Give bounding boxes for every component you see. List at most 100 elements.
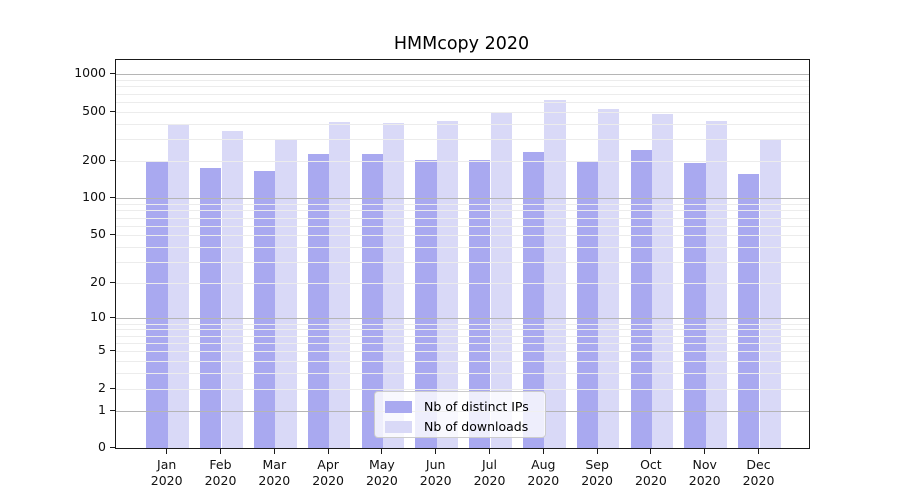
chart-title: HMMcopy 2020 [393,34,530,54]
y-tick [110,110,115,112]
gridline-minor [116,204,809,206]
legend-swatch-downloads [385,420,412,433]
bar-downloads [759,140,781,448]
x-tick [758,449,759,454]
x-tick-label: Jun 2020 [419,457,452,488]
y-tick [110,409,115,411]
bar-distinct-ips [576,161,599,448]
x-tick [166,449,168,454]
gridline-minor [116,210,809,212]
y-tick [110,317,115,319]
gridline-minor [116,335,809,337]
y-tick [110,234,115,236]
bar-downloads [167,124,190,448]
gridline-minor [116,139,809,141]
bar-distinct-ips [146,161,168,448]
gridline-minor [116,247,809,249]
legend-item-downloads: Nb of downloads [375,418,545,435]
x-tick [489,449,490,454]
y-tick-label: 0 [98,439,106,454]
y-tick-label: 200 [82,152,106,168]
legend-swatch-distinct-ips [385,400,412,413]
y-tick-label: 5 [98,342,106,358]
y-tick-label: 1 [98,401,106,417]
x-tick-label: Jul 2020 [473,457,506,488]
gridline-minor [116,161,809,163]
y-tick-label: 10 [90,309,106,325]
gridline-minor [116,262,809,264]
bar-downloads [329,121,351,448]
legend-label-distinct-ips: Nb of distinct IPs [424,399,529,414]
y-tick [110,160,115,162]
bar-downloads [544,100,566,448]
gridline-major [116,198,809,200]
bar-distinct-ips [630,150,652,448]
legend-item-distinct-ips: Nb of distinct IPs [375,398,545,415]
gridline-minor [116,86,809,88]
y-tick [110,447,115,448]
gridline-minor [116,342,809,344]
y-tick [110,73,115,75]
y-tick [110,350,115,352]
x-tick-label: Oct 2020 [634,457,667,488]
bar-distinct-ips [738,173,760,448]
y-tick [110,387,115,389]
gridline-minor [116,351,809,353]
x-tick-label: Sep 2020 [581,457,613,488]
x-tick [435,449,437,454]
bar-downloads [598,109,620,448]
y-tick-label: 2 [98,379,106,395]
y-tick-label: 100 [82,189,106,205]
gridline-minor [116,283,809,285]
bar-distinct-ips [253,170,276,448]
x-tick [327,449,329,454]
bar-distinct-ips [361,153,383,448]
bar-distinct-ips [307,153,330,448]
y-tick [110,197,115,199]
gridline-minor [116,360,809,362]
bar-distinct-ips [469,159,491,448]
bar-downloads [490,112,512,448]
gridline-minor [116,373,809,375]
x-tick [596,449,598,454]
y-tick-label: 50 [90,226,106,242]
gridline-minor [116,323,809,325]
gridline-minor [116,80,809,82]
bar-downloads [275,139,297,448]
gridline-minor [116,123,809,125]
x-tick-label: Aug 2020 [527,457,560,488]
y-tick-label: 1000 [74,65,106,81]
x-tick [650,449,652,454]
x-tick-label: Dec 2020 [742,457,775,488]
x-tick [704,449,706,454]
gridline-minor [116,217,809,219]
gridline-major [116,74,809,76]
y-tick-label: 500 [82,102,106,118]
x-tick-label: May 2020 [365,457,398,488]
gridline-minor [116,329,809,331]
gridline-minor [116,93,809,95]
legend-label-downloads: Nb of downloads [424,419,529,434]
legend: Nb of distinct IPs Nb of downloads [374,391,546,438]
gridline-minor [116,235,809,237]
x-tick [381,449,383,454]
gridline-minor [116,225,809,227]
y-tick-label: 20 [90,274,106,290]
x-tick [273,449,275,454]
x-tick [220,449,221,454]
x-tick-label: Apr 2020 [312,457,344,488]
bar-downloads [651,114,674,448]
x-tick [542,449,544,454]
bar-downloads [221,131,243,448]
bar-distinct-ips [415,159,437,448]
gridline-minor [116,111,809,113]
x-tick-label: Nov 2020 [688,457,721,488]
x-tick-label: Jan 2020 [150,457,183,488]
gridline-minor [116,102,809,104]
x-tick-label: Mar 2020 [258,457,291,488]
plot-area: Nb of distinct IPs Nb of downloads [115,59,810,449]
gridline-major [116,318,809,320]
x-tick-label: Feb 2020 [204,457,237,488]
bar-distinct-ips [684,163,706,448]
